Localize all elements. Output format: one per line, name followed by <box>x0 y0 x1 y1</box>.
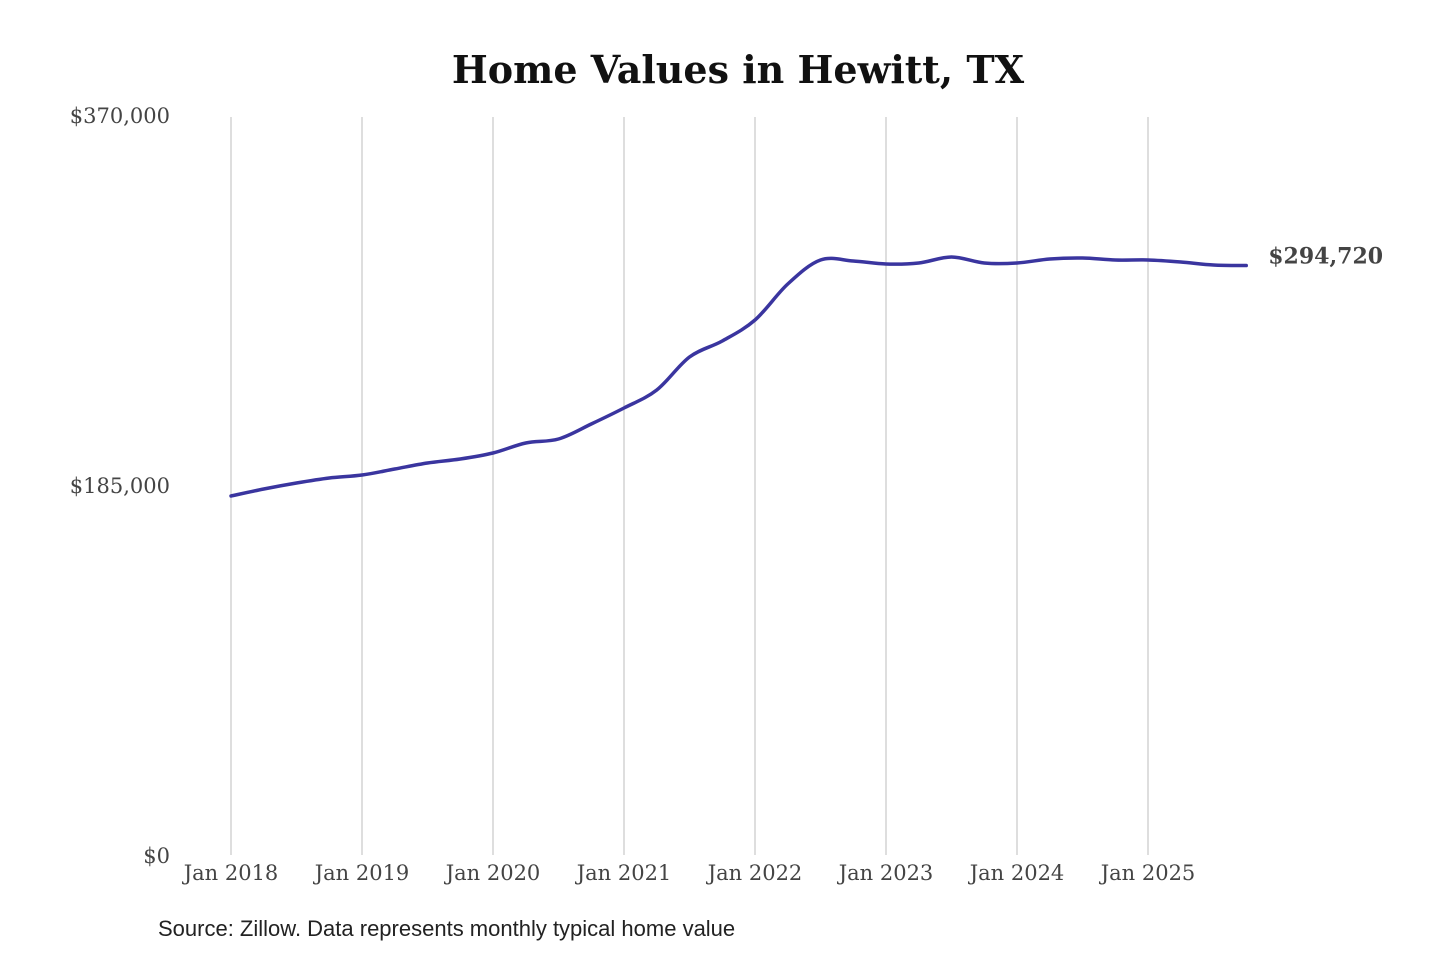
x-tick-label: Jan 2021 <box>575 861 672 885</box>
x-tick-label: Jan 2022 <box>706 861 803 885</box>
series-line <box>229 255 1248 498</box>
y-tick-label: $370,000 <box>70 104 170 128</box>
x-tick-label: Jan 2019 <box>313 861 410 885</box>
chart-title: Home Values in Hewitt, TX <box>452 47 1025 92</box>
end-value-label: $294,720 <box>1268 244 1383 270</box>
y-tick-label: $0 <box>143 844 170 868</box>
x-tick-label: Jan 2023 <box>837 861 934 885</box>
x-tick-label: Jan 2025 <box>1099 861 1196 885</box>
source-note: Source: Zillow. Data represents monthly … <box>158 916 736 941</box>
y-tick-label: $185,000 <box>70 474 170 498</box>
x-tick-label: Jan 2018 <box>182 861 279 885</box>
x-tick-label: Jan 2020 <box>444 861 541 885</box>
x-tick-label: Jan 2024 <box>968 861 1065 885</box>
